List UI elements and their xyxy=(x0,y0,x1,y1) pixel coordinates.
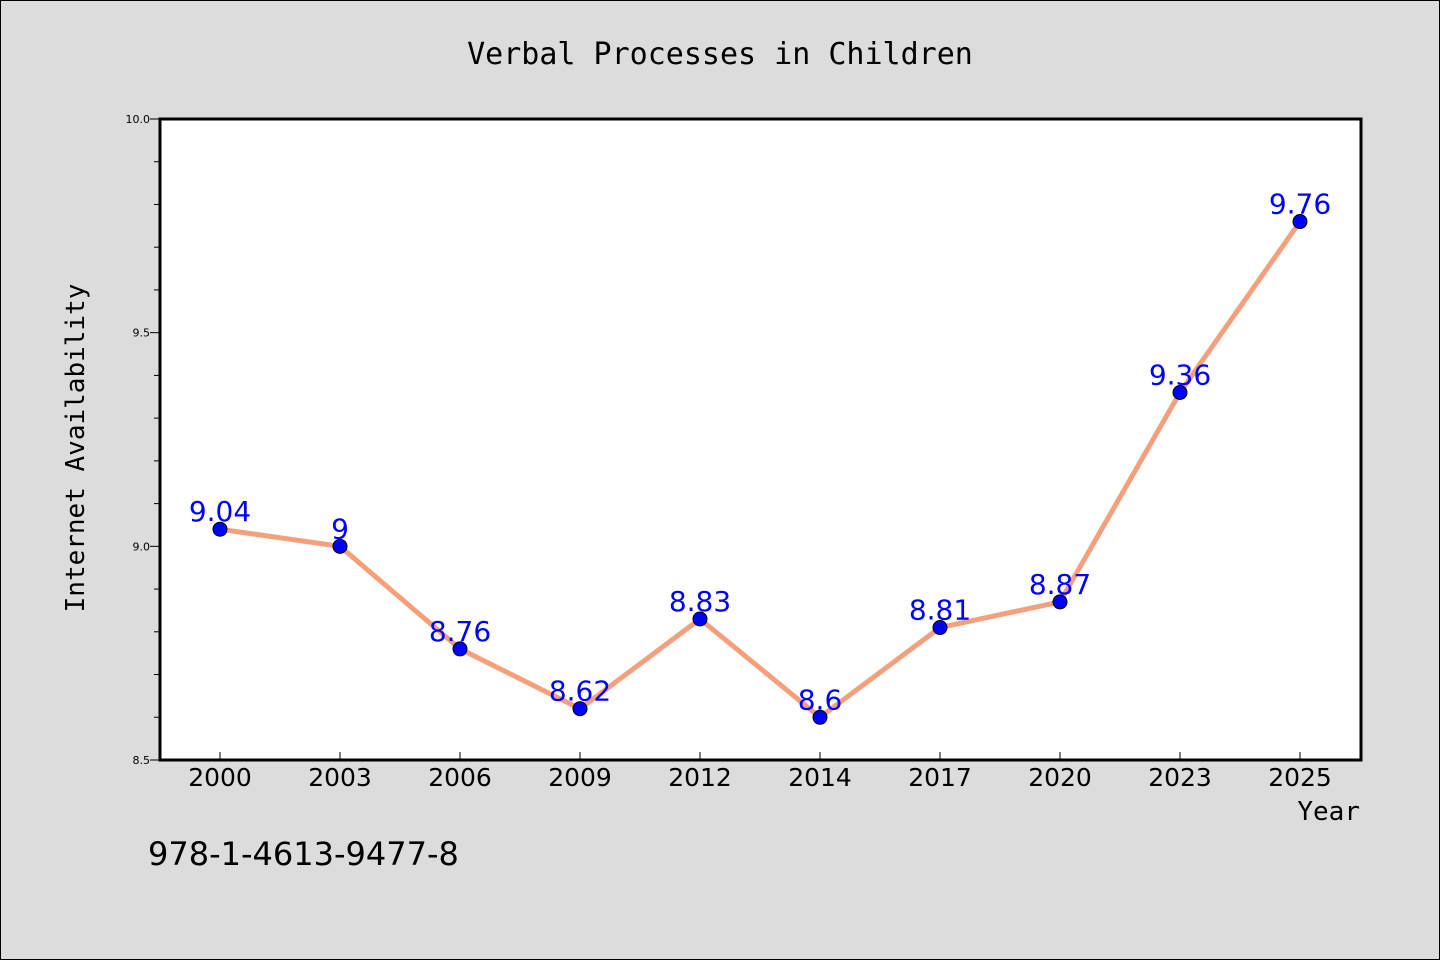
chart-title: Verbal Processes in Children xyxy=(467,37,973,72)
data-label: 8.83 xyxy=(669,585,731,618)
x-tick-label: 2012 xyxy=(668,763,732,792)
y-axis: 8.5 9.0 9.5 10.0 xyxy=(126,113,160,767)
data-label: 9.76 xyxy=(1269,188,1331,221)
data-label: 8.87 xyxy=(1029,568,1091,601)
data-label: 9.04 xyxy=(189,495,251,528)
data-point xyxy=(692,611,708,627)
data-point xyxy=(1292,214,1308,230)
data-label: 8.6 xyxy=(798,683,843,716)
data-point xyxy=(932,620,948,636)
series-line xyxy=(217,219,1303,720)
x-tick-label: 2023 xyxy=(1148,763,1212,792)
y-tick-label: 8.5 xyxy=(133,754,151,767)
x-tick-label: 2003 xyxy=(308,763,372,792)
x-tick-label: 2009 xyxy=(548,763,612,792)
data-label: 8.81 xyxy=(909,594,971,627)
data-point xyxy=(1052,594,1068,610)
x-tick-label: 2000 xyxy=(188,763,252,792)
x-tick-label: 2017 xyxy=(908,763,972,792)
x-tick-label: 2006 xyxy=(428,763,492,792)
x-tick-label: 2020 xyxy=(1028,763,1092,792)
series-group: 9.04 9 8.76 8.62 8.83 8.6 8.81 8.87 9.36 9.76 xyxy=(189,188,1331,725)
data-point xyxy=(212,521,228,537)
data-label: 8.76 xyxy=(429,615,491,648)
data-point xyxy=(332,538,348,554)
x-axis-label: Year xyxy=(1297,797,1360,827)
x-axis: 2000 2003 2006 2009 2012 2014 2017 2020 2023 2025 xyxy=(188,752,1332,792)
data-point xyxy=(1172,384,1188,400)
data-label: 9 xyxy=(331,512,349,545)
y-tick-label: 10.0 xyxy=(126,113,151,126)
y-axis-label: Internet Availability xyxy=(61,284,91,613)
y-tick-label: 9.5 xyxy=(133,327,151,340)
data-label: 8.62 xyxy=(549,675,611,708)
data-point xyxy=(452,641,468,657)
x-tick-label: 2014 xyxy=(788,763,852,792)
data-point xyxy=(812,709,828,725)
y-tick-label: 9.0 xyxy=(133,540,151,553)
plot-area xyxy=(158,117,1363,762)
footer-isbn: 978-1-4613-9477-8 xyxy=(148,835,459,873)
data-point xyxy=(572,701,588,717)
data-label: 9.36 xyxy=(1149,358,1211,391)
x-tick-label: 2025 xyxy=(1268,763,1332,792)
